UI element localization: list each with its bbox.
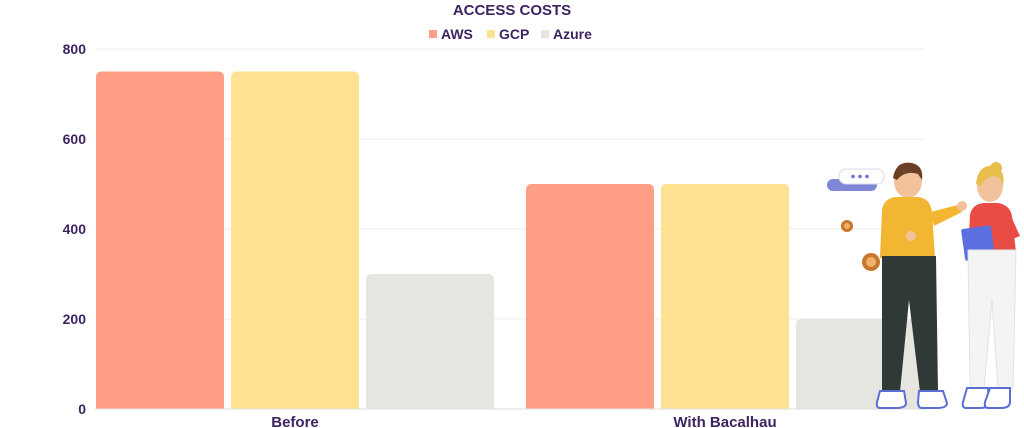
coin-icon <box>862 253 880 271</box>
bar-gcp-0 <box>231 71 359 409</box>
chart-title: ACCESS COSTS <box>453 2 571 19</box>
x-tick-label: With Bacalhau <box>673 414 776 428</box>
y-tick-label: 400 <box>63 221 87 237</box>
bar-aws-1 <box>526 184 654 409</box>
bar-gcp-1 <box>661 184 789 409</box>
chat-bubble-icon <box>827 168 885 191</box>
person-icon <box>961 162 1020 409</box>
legend-swatch <box>541 30 549 38</box>
people-illustration <box>827 162 1020 409</box>
legend-item-azure: Azure <box>541 26 592 42</box>
legend-swatch <box>487 30 495 38</box>
bars <box>96 71 924 409</box>
legend-label: AWS <box>441 26 473 42</box>
coin-icon <box>841 220 853 232</box>
y-tick-label: 600 <box>63 131 87 147</box>
legend-swatch <box>429 30 437 38</box>
bar-aws-0 <box>96 71 224 409</box>
y-tick-label: 800 <box>63 41 87 57</box>
x-tick-label: Before <box>271 414 319 428</box>
legend-label: Azure <box>553 26 592 42</box>
legend-item-gcp: GCP <box>487 26 529 42</box>
legend: AWS GCP Azure <box>429 26 592 42</box>
y-tick-label: 200 <box>63 311 87 327</box>
y-tick-label: 0 <box>78 401 86 417</box>
person-icon <box>875 162 967 409</box>
bar-azure-0 <box>366 274 494 409</box>
legend-item-aws: AWS <box>429 26 473 42</box>
x-axis: Before With Bacalhau <box>95 408 925 428</box>
y-axis: 0 200 400 600 800 <box>63 41 87 417</box>
legend-label: GCP <box>499 26 529 42</box>
